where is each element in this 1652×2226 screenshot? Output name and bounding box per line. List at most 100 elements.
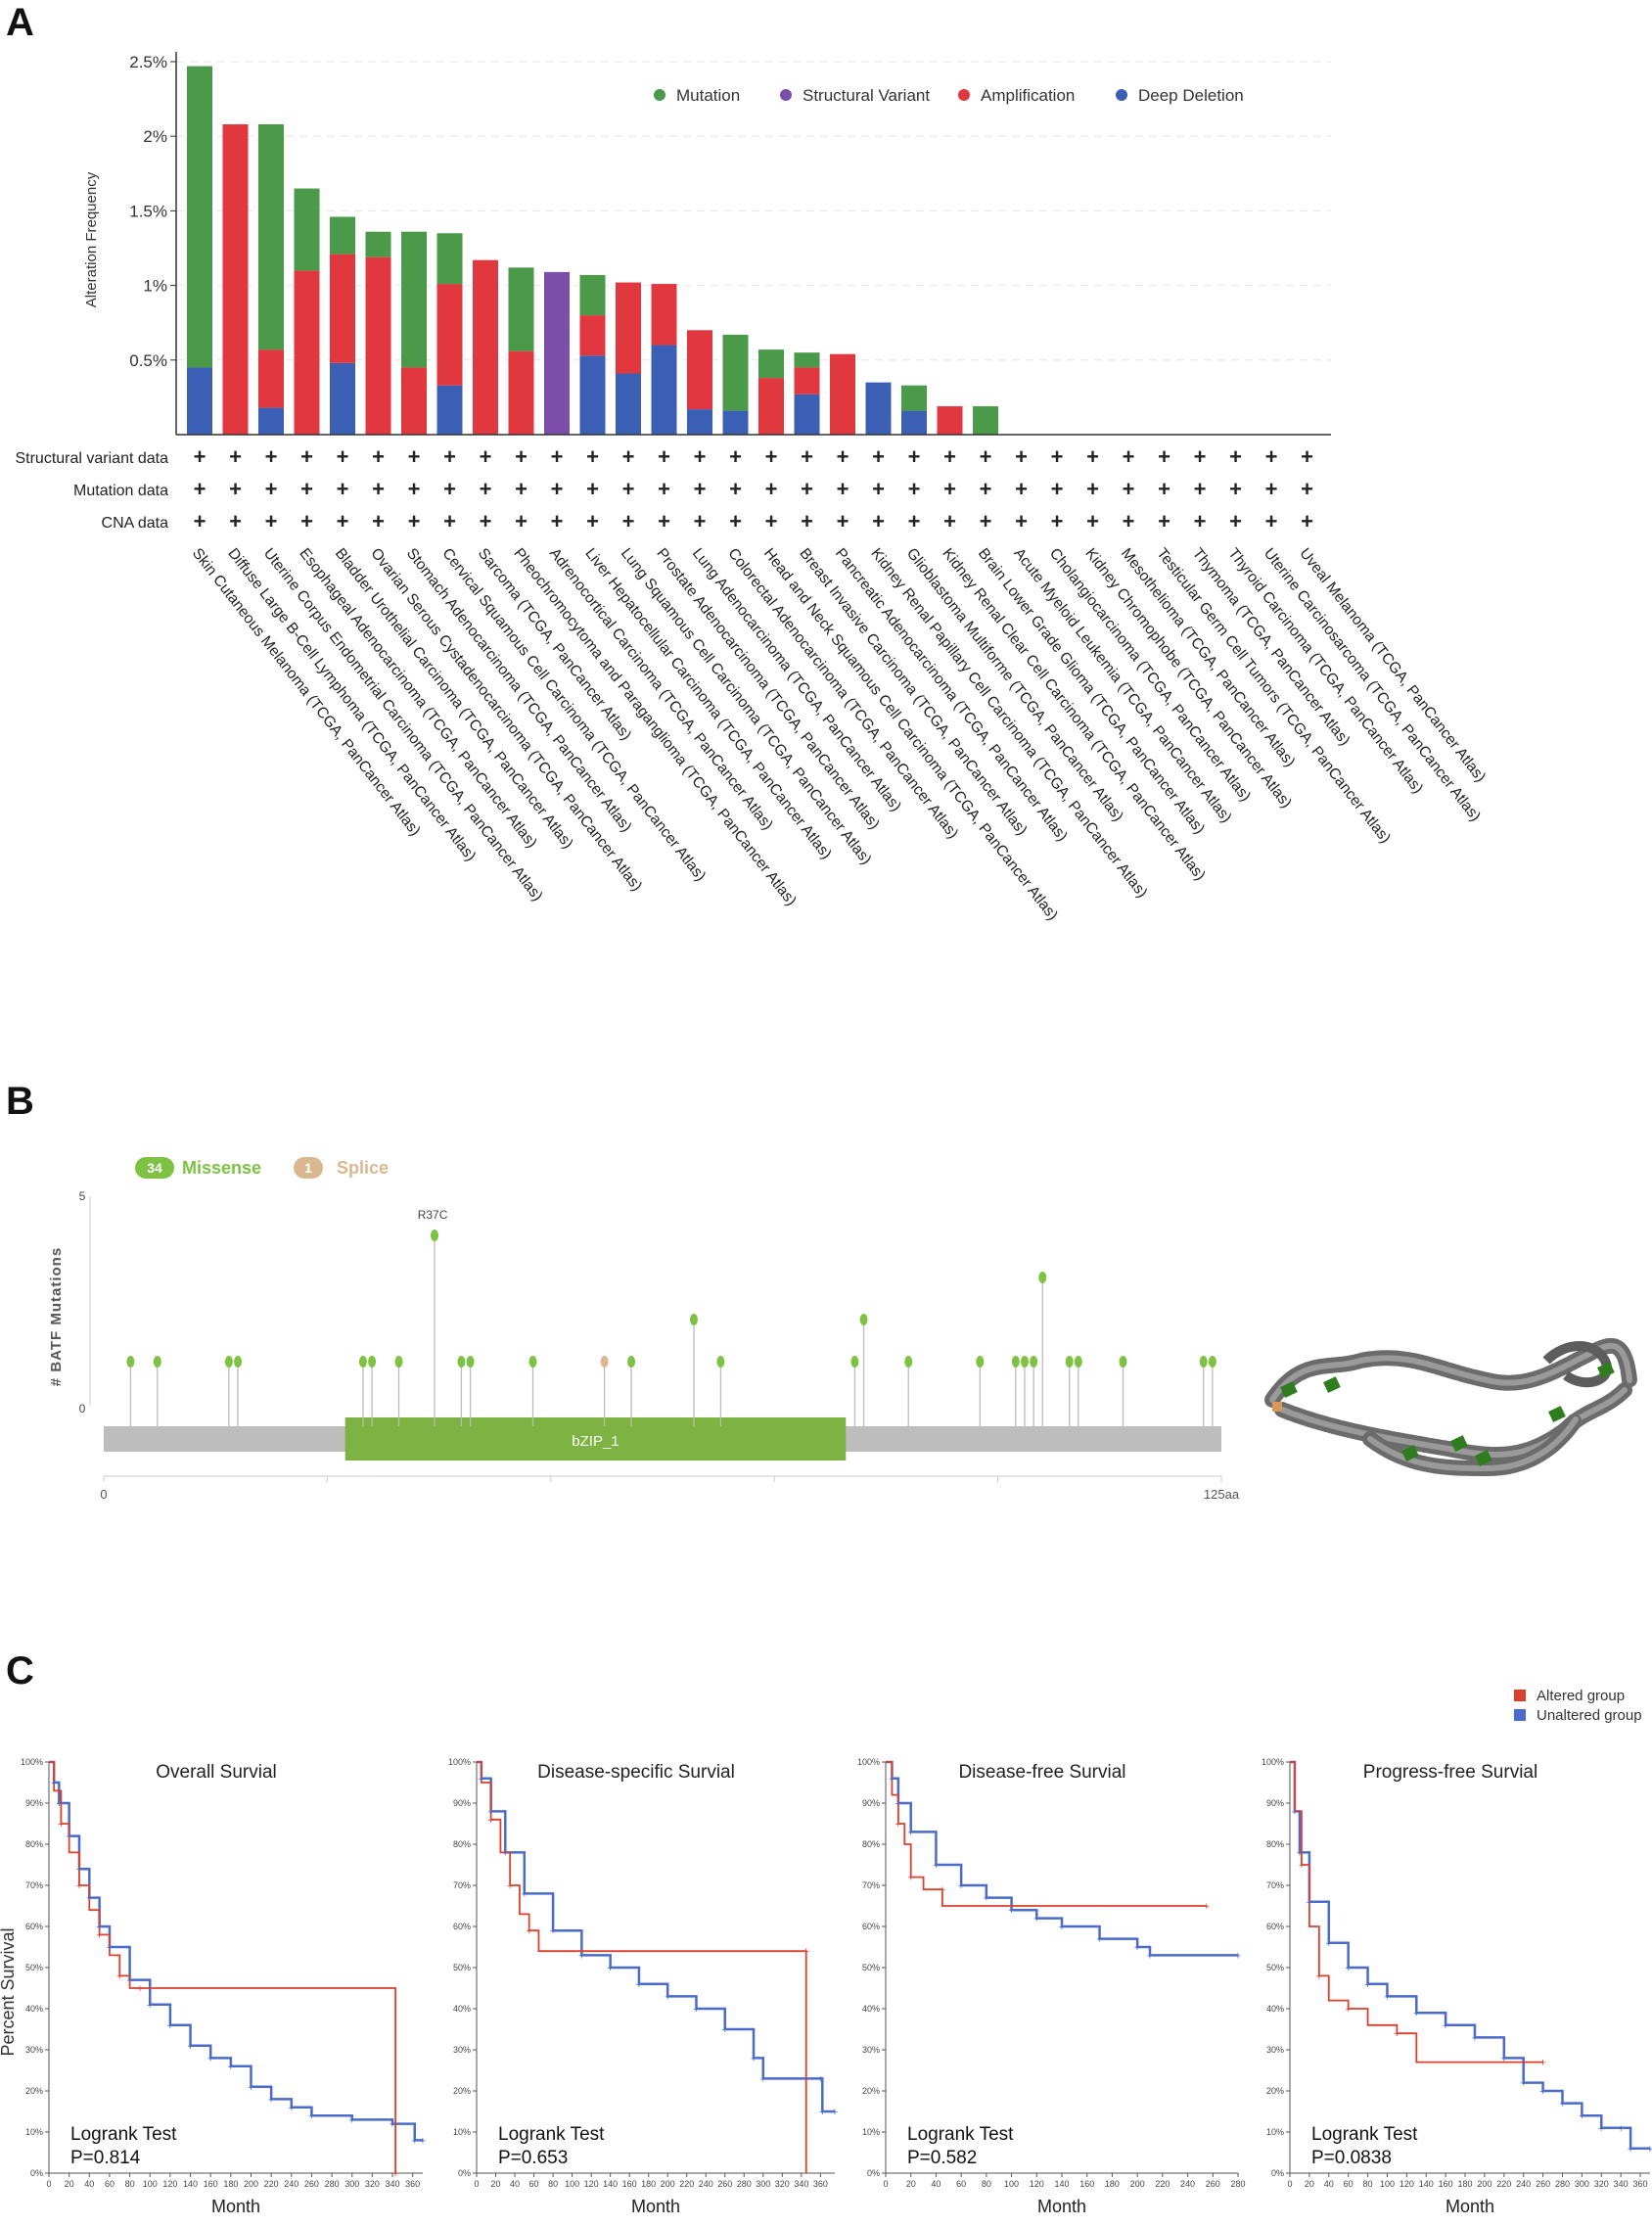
x-axis-label: Month	[631, 2197, 680, 2216]
censor-mark: +	[819, 2107, 825, 2118]
x-tick-label: 100	[1380, 2179, 1395, 2189]
row-marker: +	[729, 444, 742, 469]
y-tick-label: 0%	[1271, 2168, 1284, 2178]
bar-deep-deletion	[722, 410, 749, 435]
lollipop-head	[600, 1356, 609, 1368]
row-marker: +	[1301, 509, 1313, 533]
bar-mutation	[579, 274, 606, 316]
bar-mutation	[258, 124, 284, 350]
row-marker: +	[194, 509, 206, 533]
censor-mark: +	[167, 2020, 173, 2032]
x-tick-label: 340	[386, 2179, 400, 2189]
row-marker: +	[300, 477, 313, 501]
bar-mutation	[330, 216, 355, 255]
censor-mark: +	[1059, 1922, 1065, 1933]
row-marker: +	[300, 444, 313, 469]
y-tick-label: 10%	[862, 2127, 880, 2137]
data-availability-rows: Structural variant data + + + + + + + + + + + + + + + + +…	[15, 444, 1312, 533]
row-marker: +	[443, 509, 456, 533]
row-marker: +	[765, 444, 778, 469]
unaltered-curve	[886, 1760, 1238, 1957]
x-tick-label: 120	[1030, 2179, 1044, 2189]
loop-ribbon	[1542, 1341, 1612, 1388]
unaltered-curve	[477, 1760, 835, 2113]
row-marker: +	[908, 509, 921, 533]
x-tick-label: 0	[474, 2179, 479, 2189]
censor-mark: +	[1559, 2099, 1565, 2110]
legend: Mutation Structural Variant Amplification D…	[654, 86, 1244, 105]
censor-mark: +	[1299, 1860, 1305, 1872]
row-marker: +	[801, 444, 813, 469]
lollipop-head	[466, 1356, 475, 1368]
censor-mark: +	[760, 2073, 766, 2085]
lollipop-head	[457, 1356, 466, 1368]
censor-mark: +	[722, 2024, 728, 2036]
row-marker: +	[729, 509, 742, 533]
row-marker: +	[1301, 444, 1313, 469]
censor-mark: +	[803, 1946, 809, 1958]
x-tick-label: 20	[906, 2179, 916, 2189]
bar-structural-variant	[544, 271, 570, 435]
lollipop-head	[153, 1356, 161, 1368]
bar-deep-deletion	[187, 367, 212, 435]
bar-amplification	[330, 254, 355, 363]
row-marker: +	[265, 477, 278, 501]
x-tick-label: 220	[264, 2179, 279, 2189]
censor-mark: +	[1384, 1991, 1390, 2003]
y-tick-label: 50%	[1266, 1963, 1284, 1972]
censor-mark: +	[1413, 2008, 1419, 2019]
censor-mark: +	[817, 2073, 823, 2085]
logrank-label: Logrank Test	[1311, 2124, 1418, 2145]
censor-mark: +	[228, 2062, 234, 2073]
censor-mark: +	[487, 1815, 493, 1827]
censor-mark: +	[1134, 1942, 1140, 1954]
row-marker: +	[300, 509, 313, 533]
censor-mark: +	[137, 1983, 143, 1995]
row-marker: +	[837, 444, 849, 469]
bar-mutation	[973, 406, 998, 435]
x-tick-label: 0	[100, 1487, 107, 1502]
legend-marker-deep-deletion	[1116, 89, 1127, 101]
row-label-structural-variant-data: Structural variant data	[15, 450, 168, 467]
row-marker: +	[980, 444, 992, 469]
row-marker: +	[980, 477, 992, 501]
censor-mark: +	[1394, 2028, 1400, 2040]
row-marker: +	[1229, 477, 1242, 501]
x-tick-label: 20	[65, 2179, 74, 2189]
y-tick-label: 10%	[453, 2127, 471, 2137]
censor-mark: +	[907, 1827, 913, 1838]
censor-mark: +	[96, 1922, 102, 1933]
lollipop-head	[716, 1356, 725, 1368]
row-marker: +	[729, 477, 742, 501]
lollipop-head	[368, 1356, 377, 1368]
lollipop-plot: # BATF Mutations 0 5 34 Missense 1 Splice bZIP…	[48, 1157, 1637, 1502]
x-tick-label: 360	[405, 2179, 420, 2189]
mutation-site	[1548, 1406, 1566, 1422]
y-tick-label: 40%	[25, 2004, 43, 2014]
censor-mark: +	[636, 1979, 642, 1991]
x-tick-label: 80	[548, 2179, 558, 2189]
x-axis-label: Month	[211, 2197, 260, 2216]
y-tick-label: 10%	[1266, 2127, 1284, 2137]
y-tick-label: 90%	[1266, 1798, 1284, 1808]
domain-label: bZIP_1	[572, 1433, 619, 1450]
y-tick-label: 0	[79, 1402, 86, 1415]
x-tick-label: 40	[1324, 2179, 1334, 2189]
x-tick-label: 280	[737, 2179, 752, 2189]
bar-mutation	[722, 334, 749, 411]
x-tick-label: 80	[1363, 2179, 1373, 2189]
bar-deep-deletion	[794, 394, 820, 435]
censor-mark: +	[940, 1884, 945, 1896]
x-tick-label: 280	[325, 2179, 340, 2189]
lollipop-content: 0 5 34 Missense 1 Splice bZIP_1 0 125aa R37C	[79, 1157, 1240, 1502]
y-tick-label: 40%	[862, 2004, 880, 2014]
x-tick-label: 180	[1458, 2179, 1473, 2189]
x-tick-label: 180	[1105, 2179, 1120, 2189]
p-value: P=0.0838	[1311, 2148, 1392, 2168]
x-tick-label: 80	[125, 2179, 135, 2189]
lollipop-head	[1021, 1356, 1030, 1368]
bar-deep-deletion	[865, 382, 892, 435]
censor-mark: +	[1443, 2020, 1448, 2032]
row-marker: +	[980, 509, 992, 533]
x-tick-label: 140	[1054, 2179, 1069, 2189]
